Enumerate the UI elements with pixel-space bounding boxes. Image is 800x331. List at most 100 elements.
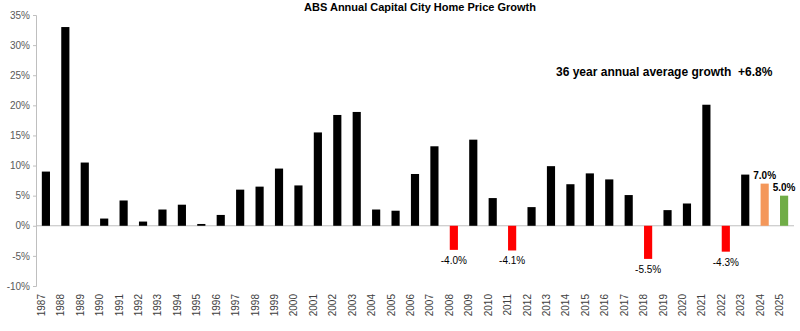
y-tick-mark <box>33 15 36 16</box>
x-tick: 1999 <box>269 286 280 316</box>
x-tick: 2001 <box>308 286 319 316</box>
x-tick-label: 1993 <box>152 294 163 317</box>
x-tick: 2012 <box>522 286 533 316</box>
data-label: -4.3% <box>713 257 739 268</box>
x-tick: 2015 <box>580 286 591 316</box>
bar <box>178 205 186 226</box>
x-tick: 2004 <box>366 286 377 316</box>
y-tick-label: 20% <box>10 100 30 111</box>
x-tick-label: 2009 <box>463 294 474 317</box>
x-tick: 1987 <box>36 286 47 316</box>
bar <box>430 146 438 225</box>
x-tick-label: 1995 <box>191 294 202 317</box>
y-tick-mark <box>33 166 36 167</box>
x-tick: 2019 <box>658 286 669 316</box>
y-tick-label: 15% <box>10 130 30 141</box>
background <box>0 0 800 331</box>
y-tick: 0% <box>16 220 36 231</box>
x-tick: 1988 <box>55 286 66 316</box>
x-tick-label: 2005 <box>386 294 397 317</box>
y-tick-label: 35% <box>10 10 30 21</box>
data-labels: -4.0%-4.1%-5.5%-4.3%7.0%5.0% <box>441 170 796 275</box>
title: ABS Annual Capital City Home Price Growt… <box>304 1 536 13</box>
x-axis-line <box>37 286 795 287</box>
chart: -10%-5%0%5%10%15%20%25%30%35%19871988198… <box>0 0 800 331</box>
bar <box>100 219 108 226</box>
x-tick-label: 1996 <box>211 294 222 317</box>
data-label: -4.0% <box>441 255 467 266</box>
x-tick: 2014 <box>560 286 571 316</box>
x-tick-label: 1987 <box>36 294 47 317</box>
x-tick: 2018 <box>638 286 649 316</box>
bar <box>120 200 128 225</box>
bar <box>625 195 633 226</box>
x-tick-label: 2011 <box>502 294 513 316</box>
bar <box>256 187 264 226</box>
bar <box>566 184 574 226</box>
bar <box>547 166 555 226</box>
x-tick-label: 2004 <box>366 294 377 317</box>
x-axis: 1987198819891990199119921993199419951996… <box>36 286 795 316</box>
bar <box>197 224 205 226</box>
data-label: -5.5% <box>635 264 661 275</box>
bar <box>411 174 419 226</box>
x-tick-label: 1991 <box>114 294 125 317</box>
annotation: 36 year annual average growth +6.8% <box>556 65 773 79</box>
bar <box>236 190 244 226</box>
x-tick-label: 1990 <box>94 294 105 317</box>
x-tick: 2000 <box>288 286 299 316</box>
x-tick-label: 2007 <box>424 294 435 317</box>
bar <box>780 196 788 226</box>
x-tick: 2024 <box>755 286 766 316</box>
x-tick: 1993 <box>152 286 163 316</box>
x-tick: 2009 <box>463 286 474 316</box>
x-tick-label: 2025 <box>774 294 785 317</box>
y-tick: -5% <box>12 251 36 262</box>
y-tick-label: 5% <box>16 190 31 201</box>
x-tick: 2005 <box>386 286 397 316</box>
x-tick: 2021 <box>696 286 707 316</box>
y-tick-label: 30% <box>10 40 30 51</box>
x-tick-label: 2001 <box>308 294 319 317</box>
y-tick-mark <box>33 75 36 76</box>
x-tick-label: 1992 <box>133 294 144 317</box>
x-tick: 2006 <box>405 286 416 316</box>
bar <box>391 211 399 226</box>
x-tick-label: 1988 <box>55 294 66 317</box>
y-tick-label: 0% <box>16 220 31 231</box>
x-tick: 2020 <box>677 286 688 316</box>
x-tick: 2008 <box>444 286 455 316</box>
bar <box>605 179 613 225</box>
data-label: -4.1% <box>499 255 525 266</box>
x-tick: 2016 <box>599 286 610 316</box>
x-tick: 1992 <box>133 286 144 316</box>
bar <box>722 226 730 252</box>
x-tick-label: 2018 <box>638 294 649 317</box>
x-tick: 2023 <box>735 286 746 316</box>
x-tick-label: 2016 <box>599 294 610 317</box>
bar <box>508 226 516 251</box>
x-tick: 1991 <box>114 286 125 316</box>
bar <box>353 112 361 226</box>
bar <box>61 27 69 226</box>
x-tick-label: 2015 <box>580 294 591 317</box>
y-tick: 10% <box>10 160 36 171</box>
y-tick: 20% <box>10 100 36 111</box>
bar <box>42 172 50 226</box>
x-tick: 2010 <box>483 286 494 316</box>
bar <box>527 207 535 226</box>
bar <box>586 173 594 225</box>
y-tick: 15% <box>10 130 36 141</box>
x-tick: 2017 <box>619 286 630 316</box>
data-label: 5.0% <box>773 182 796 193</box>
x-tick: 1990 <box>94 286 105 316</box>
x-tick: 1989 <box>75 286 86 316</box>
y-tick: 35% <box>10 10 36 21</box>
y-tick-mark <box>33 286 36 287</box>
x-tick-label: 2022 <box>716 294 727 317</box>
bar <box>333 115 341 226</box>
x-tick: 1995 <box>191 286 202 316</box>
y-tick-label: -5% <box>12 251 30 262</box>
bar <box>683 203 691 225</box>
x-tick-label: 2002 <box>327 294 338 317</box>
